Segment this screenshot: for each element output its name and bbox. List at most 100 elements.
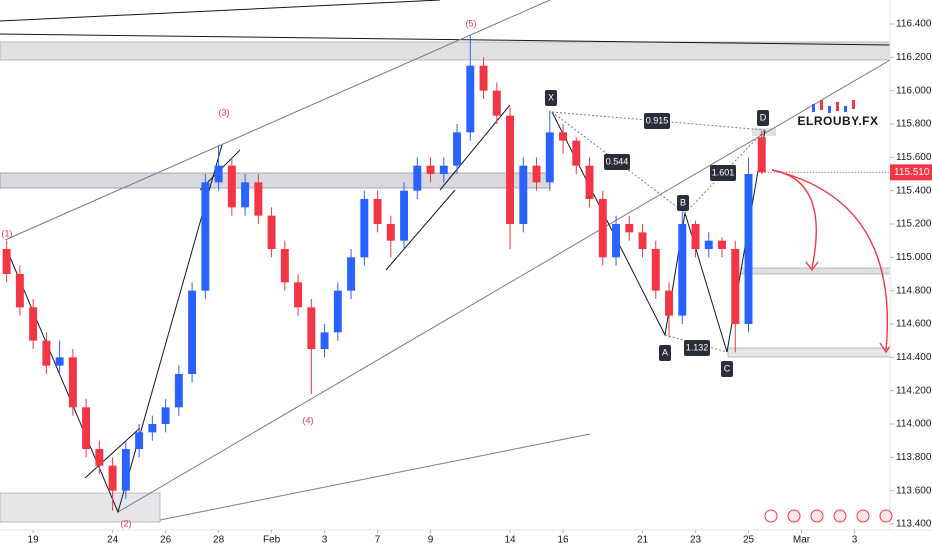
- candle-body: [704, 240, 713, 249]
- last-price-box: [890, 164, 932, 181]
- candle-body: [307, 307, 316, 349]
- y-tick-label: 115.800: [896, 119, 932, 130]
- candle-body: [42, 340, 51, 366]
- ratio-box: [604, 154, 630, 170]
- arrow-head: [805, 261, 819, 272]
- logo-bar: [828, 106, 831, 113]
- candle-body: [479, 65, 488, 91]
- x-tick-label: 28: [213, 535, 225, 546]
- y-tick-label: 114.200: [896, 385, 932, 396]
- candle-body: [453, 132, 462, 166]
- candle-body: [638, 232, 647, 249]
- candle-body: [559, 132, 568, 141]
- wave-label: (2): [121, 518, 132, 528]
- x-tick-label: 24: [107, 535, 119, 546]
- candle-body: [426, 165, 435, 174]
- y-tick-label: 114.800: [896, 285, 932, 296]
- brand: ELROUBY.FX: [797, 114, 878, 128]
- y-tick-label: 115.400: [896, 185, 932, 196]
- last-price-label: 115.510: [894, 167, 930, 178]
- logo-bar: [836, 102, 839, 111]
- point-label-box: [677, 195, 689, 211]
- point-label: C: [724, 363, 731, 373]
- candle-body: [492, 90, 501, 116]
- candle-body: [532, 165, 541, 183]
- ratio-label: 0.915: [646, 115, 669, 125]
- candle-body: [267, 215, 276, 249]
- ratio-label: 1.132: [686, 342, 709, 352]
- candle-body: [108, 465, 117, 491]
- candle-body: [360, 199, 369, 258]
- y-tick-label: 113.800: [896, 452, 932, 463]
- event-icon: [833, 509, 847, 523]
- wave-label: (5): [466, 18, 477, 28]
- x-tick-label: 16: [557, 535, 569, 546]
- y-tick-label: 115.000: [896, 252, 932, 263]
- support-zone: [0, 492, 161, 523]
- candle-body: [254, 182, 263, 216]
- x-tick-label: Mar: [793, 535, 811, 546]
- x-tick-label: 23: [690, 535, 702, 546]
- candle-body: [413, 165, 422, 191]
- point-label: X: [548, 92, 554, 102]
- point-label-box: [545, 90, 557, 106]
- y-tick-label: 116.000: [896, 85, 932, 96]
- candle-body: [466, 65, 475, 133]
- candle-body: [386, 224, 395, 241]
- candle-body: [188, 290, 197, 374]
- wave-line: [439, 104, 511, 191]
- y-tick-label: 116.200: [896, 52, 932, 63]
- candle-body: [214, 165, 223, 183]
- wave-label: (4): [303, 415, 314, 425]
- channel-line: [4, 0, 551, 241]
- wave-line: [84, 427, 141, 479]
- candle-body: [55, 357, 64, 366]
- candle-body: [347, 257, 356, 291]
- candle-body: [612, 224, 621, 258]
- wave-line: [6, 144, 223, 514]
- channel-line: [159, 433, 591, 521]
- mid-zone: [0, 172, 551, 189]
- d-zone: [752, 128, 776, 136]
- channel-line: [117, 59, 890, 513]
- point-label: B: [680, 197, 686, 207]
- wave-label: (1): [2, 228, 13, 238]
- x-tick-label: 9: [428, 535, 434, 546]
- logo-bar: [812, 104, 815, 112]
- y-tick-label: 114.600: [896, 319, 932, 330]
- y-tick-label: 114.400: [896, 352, 932, 363]
- candle-body: [333, 290, 342, 333]
- x-tick-label: 25: [743, 535, 755, 546]
- candle-body: [320, 332, 329, 349]
- event-icon: [787, 509, 801, 523]
- candle-body: [519, 165, 528, 224]
- candle-body: [2, 249, 11, 274]
- y-tick-label: 113.400: [896, 519, 932, 530]
- ratio-box: [710, 165, 736, 181]
- x-tick-label: 26: [160, 535, 172, 546]
- candle-body: [572, 140, 581, 166]
- candle-body: [585, 165, 594, 199]
- candle-body: [95, 449, 104, 466]
- wave-line: [385, 189, 456, 271]
- point-label-box: [659, 345, 671, 361]
- event-icon: [879, 509, 893, 523]
- annotations: (1) (2) (3) (4) (5) X A B C D 0.915 0.544 1.601 1.132: [2, 18, 769, 528]
- event-icon: [810, 509, 824, 523]
- candle-body: [545, 132, 554, 183]
- x-tick-label: 7: [375, 535, 381, 546]
- candle-body: [15, 274, 24, 308]
- candle-body: [227, 165, 236, 208]
- candle-body: [82, 407, 91, 449]
- candle-body: [241, 182, 250, 208]
- y-tick-label: 115.600: [896, 152, 932, 163]
- logo-bar: [820, 100, 823, 110]
- ratio-box: [644, 113, 670, 129]
- point-label: D: [760, 112, 767, 122]
- logo-bar: [852, 100, 855, 109]
- y-tick-label: 116.400: [896, 19, 932, 30]
- candle-body: [598, 199, 607, 258]
- y-tick-label: 114.000: [896, 419, 932, 430]
- projection-arrow: [771, 169, 817, 269]
- candle-body: [135, 432, 144, 449]
